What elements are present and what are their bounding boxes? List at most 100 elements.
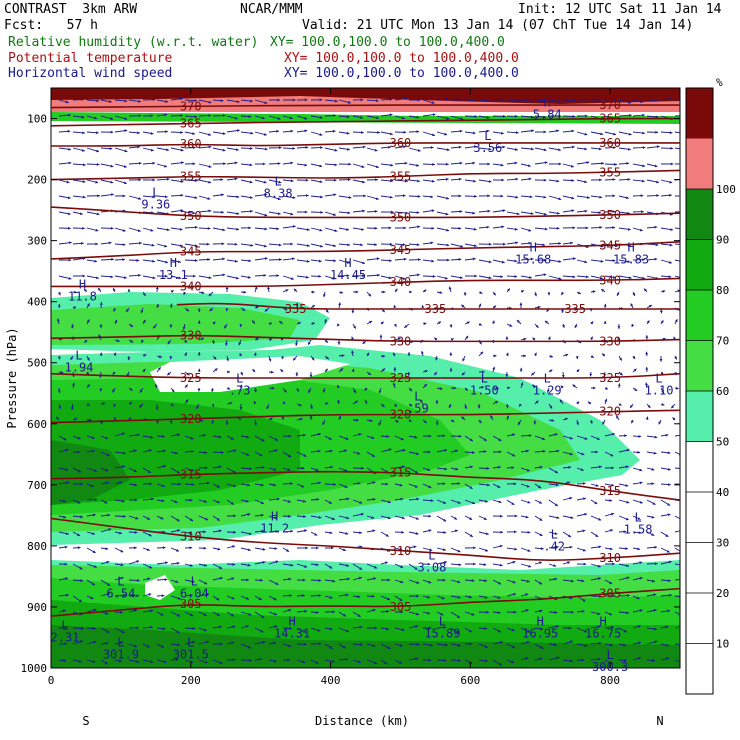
- wind-arrowhead: [68, 258, 72, 262]
- wind-arrowhead: [289, 627, 292, 630]
- wind-arrowhead: [121, 499, 125, 503]
- wind-arrowhead: [277, 197, 281, 201]
- wind-arrowhead: [560, 385, 564, 389]
- wind-arrowhead: [540, 627, 543, 631]
- extremum-type: L: [191, 575, 198, 589]
- wind-arrowhead: [374, 243, 377, 247]
- wind-arrowhead: [669, 131, 673, 135]
- wind-arrowhead: [107, 592, 111, 596]
- wind-arrowhead: [612, 226, 616, 230]
- wind-arrowhead: [667, 451, 671, 455]
- wind-arrowhead: [236, 227, 239, 231]
- wind-arrowhead: [543, 258, 547, 262]
- wind-arrowhead: [105, 436, 109, 440]
- wind-arrowhead: [77, 500, 81, 504]
- wind-arrowhead: [584, 260, 588, 264]
- wind-arrowhead: [178, 482, 182, 486]
- wind-arrowhead: [290, 529, 294, 533]
- wind-arrowhead: [458, 226, 462, 230]
- wind-arrowhead: [318, 274, 322, 278]
- wind-arrowhead: [150, 148, 154, 152]
- wind-arrowhead: [602, 353, 606, 357]
- wind-arrowhead: [248, 658, 252, 662]
- wind-arrowhead: [534, 293, 537, 297]
- wind-arrowhead: [362, 341, 366, 344]
- wind-arrowhead: [142, 319, 146, 323]
- wind-arrowhead: [303, 499, 306, 503]
- wind-arrowhead: [337, 399, 341, 403]
- wind-arrowhead: [57, 303, 61, 307]
- wind-arrowhead: [618, 402, 622, 406]
- wind-arrowhead: [598, 147, 602, 151]
- wind-arrowhead: [432, 113, 436, 117]
- wind-arrowhead: [428, 626, 432, 630]
- wind-arrowhead: [656, 180, 660, 184]
- wind-arrowhead: [443, 518, 447, 522]
- theta-contour-label: 325: [390, 371, 412, 385]
- wind-arrowhead: [214, 368, 218, 372]
- wind-arrowhead: [639, 500, 643, 504]
- wind-arrowhead: [170, 403, 174, 407]
- wind-arrowhead: [373, 577, 376, 581]
- wind-arrowhead: [293, 357, 296, 361]
- wind-arrowhead: [316, 498, 320, 501]
- wind-arrowhead: [70, 356, 74, 360]
- wind-arrowhead: [669, 593, 672, 597]
- wind-arrowhead: [483, 563, 487, 566]
- wind-arrowhead: [654, 98, 658, 102]
- wind-arrowhead: [178, 276, 182, 280]
- wind-arrowhead: [332, 579, 336, 583]
- wind-arrowhead: [67, 226, 71, 230]
- wind-arrowhead: [514, 514, 518, 518]
- wind-arrowhead: [435, 357, 438, 361]
- wind-arrowhead: [680, 499, 683, 502]
- wind-arrowhead: [617, 326, 621, 329]
- wind-arrowhead: [417, 179, 420, 183]
- wind-arrowhead: [472, 211, 476, 215]
- wind-arrowhead: [341, 354, 345, 358]
- wind-arrowhead: [176, 518, 180, 522]
- rh-cap-green: [51, 112, 680, 124]
- wind-arrowhead: [362, 261, 365, 265]
- wind-arrowhead: [682, 578, 685, 581]
- wind-arrowhead: [163, 464, 167, 468]
- wind-arrowhead: [146, 644, 150, 648]
- wind-arrowhead: [484, 659, 488, 663]
- wind-arrowhead: [91, 532, 95, 535]
- wind-arrowhead: [142, 368, 146, 372]
- wind-arrowhead: [376, 257, 380, 261]
- wind-arrowhead: [139, 241, 142, 245]
- wind-arrowhead: [609, 612, 613, 616]
- wind-arrowhead: [309, 374, 313, 378]
- wind-arrowhead: [263, 133, 267, 136]
- wind-arrowhead: [525, 593, 529, 597]
- wind-arrowhead: [613, 132, 617, 136]
- wind-arrowhead: [502, 114, 506, 118]
- wind-arrowhead: [474, 274, 478, 278]
- wind-arrowhead: [654, 640, 658, 644]
- extremum-type: L: [655, 371, 662, 385]
- colorbar-tick-label: 70: [716, 335, 729, 348]
- wind-arrowhead: [166, 228, 170, 232]
- wind-arrowhead: [648, 305, 652, 308]
- wind-arrowhead: [124, 117, 128, 120]
- wind-arrowhead: [499, 544, 503, 548]
- theta-contour-line: [51, 517, 680, 561]
- wind-arrowhead: [558, 114, 562, 118]
- wind-arrowhead: [592, 290, 596, 294]
- wind-arrowhead: [586, 98, 590, 102]
- wind-arrowhead: [600, 259, 604, 263]
- wind-arrowhead: [612, 562, 615, 566]
- theta-contour-label: 320: [599, 405, 621, 419]
- wind-arrowhead: [169, 356, 173, 360]
- wind-arrowhead: [403, 130, 407, 134]
- wind-arrowhead: [301, 466, 305, 470]
- theta-contour-label: 310: [180, 530, 202, 544]
- wind-arrowhead: [599, 178, 602, 182]
- wind-arrowhead: [184, 339, 187, 343]
- wind-arrowhead: [96, 99, 100, 103]
- wind-arrowhead: [482, 370, 485, 374]
- wind-arrowhead: [639, 561, 643, 565]
- model-name: CONTRAST 3km ARW: [4, 2, 138, 17]
- wind-arrowhead: [250, 243, 254, 247]
